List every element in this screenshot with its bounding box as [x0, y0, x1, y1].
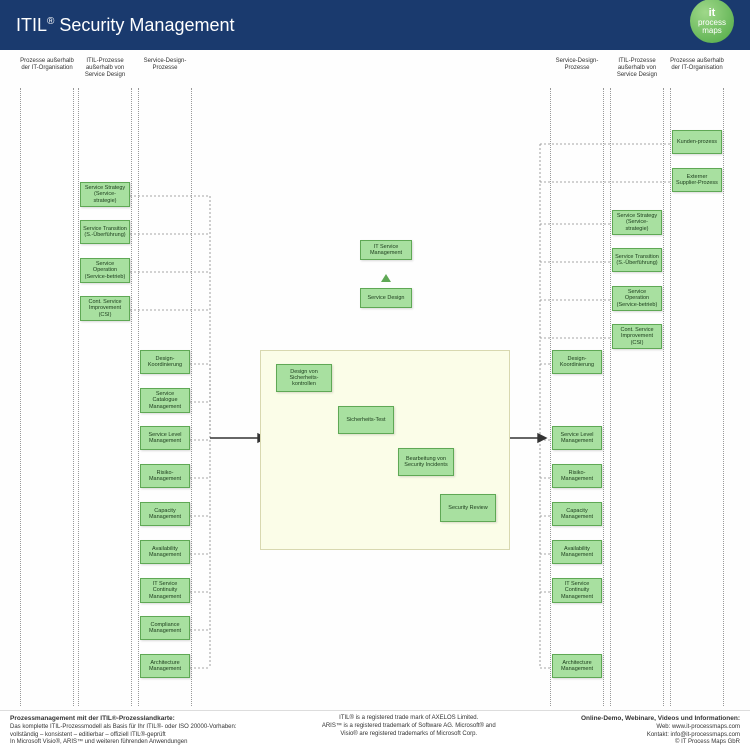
process-box: Risiko-Management — [140, 464, 190, 488]
process-box: Availability Management — [140, 540, 190, 564]
process-box: Risiko-Management — [552, 464, 602, 488]
process-box: Service Transition (S.-Überführung) — [612, 248, 662, 272]
column-header: Prozesse außerhalb der IT-Organisation — [20, 58, 74, 72]
footer-right: Online-Demo, Webinare, Videos und Inform… — [581, 715, 740, 746]
footer-mid: ITIL® is a registered trade mark of AXEL… — [322, 715, 496, 746]
flow-step-box: Security Review — [440, 494, 496, 522]
diagram-canvas: IT Service Management Service Design Pro… — [0, 50, 750, 710]
column-header: Service-Design-Prozesse — [138, 58, 192, 72]
process-box: Service Level Management — [140, 426, 190, 450]
process-box: Service Operation (Service-betrieb) — [612, 286, 662, 311]
column-header: Service-Design-Prozesse — [550, 58, 604, 72]
process-box: Service Operation (Service-betrieb) — [80, 258, 130, 283]
footer-left: Prozessmanagement mit der ITIL®-Prozessl… — [10, 715, 237, 746]
title-sup: ® — [47, 16, 54, 27]
footer: Prozessmanagement mit der ITIL®-Prozessl… — [0, 710, 750, 750]
center-top-box: Service Design — [360, 288, 412, 308]
process-box: Capacity Management — [552, 502, 602, 526]
column-header: Prozesse außerhalb der IT-Organisation — [670, 58, 724, 72]
process-box: Design-Koordinierung — [552, 350, 602, 374]
process-box: Cont. Service Improvement (CSI) — [80, 296, 130, 321]
process-box: Service Level Management — [552, 426, 602, 450]
column-lane — [550, 88, 604, 706]
process-box: Architecture Management — [552, 654, 602, 678]
column-lane — [610, 88, 664, 706]
title-main: Security Management — [59, 15, 234, 35]
process-box: IT Service Continuity Management — [552, 578, 602, 603]
process-box: Design-Koordinierung — [140, 350, 190, 374]
process-box: Service Strategy (Service-strategie) — [612, 210, 662, 235]
logo-sub: process maps — [698, 18, 726, 35]
flow-step-box: Design von Sicherheits-kontrollen — [276, 364, 332, 392]
flow-step-box: Sicherheits-Test — [338, 406, 394, 434]
process-box: Externer Supplier-Prozess — [672, 168, 722, 192]
page-title: ITIL® Security Management — [16, 15, 235, 36]
column-lane — [78, 88, 132, 706]
process-box: Architecture Management — [140, 654, 190, 678]
center-top-box: IT Service Management — [360, 240, 412, 260]
process-box: Service Catalogue Management — [140, 388, 190, 413]
column-lane — [20, 88, 74, 706]
process-box: Service Strategy (Service-strategie) — [80, 182, 130, 207]
title-prefix: ITIL — [16, 15, 47, 35]
process-box: Kunden-prozess — [672, 130, 722, 154]
process-box: Service Transition (S.-Überführung) — [80, 220, 130, 244]
process-box: Compliance Management — [140, 616, 190, 640]
header-bar: ITIL® Security Management it process map… — [0, 0, 750, 50]
process-box: Capacity Management — [140, 502, 190, 526]
flow-step-box: Bearbeitung von Security Incidents — [398, 448, 454, 476]
column-header: ITIL-Prozesse außerhalb von Service Desi… — [610, 58, 664, 80]
column-header: ITIL-Prozesse außerhalb von Service Desi… — [78, 58, 132, 80]
process-box: Availability Management — [552, 540, 602, 564]
hierarchy-arrow-icon — [381, 274, 391, 282]
process-box: IT Service Continuity Management — [140, 578, 190, 603]
logo-badge: it process maps — [690, 0, 734, 43]
process-box: Cont. Service Improvement (CSI) — [612, 324, 662, 349]
